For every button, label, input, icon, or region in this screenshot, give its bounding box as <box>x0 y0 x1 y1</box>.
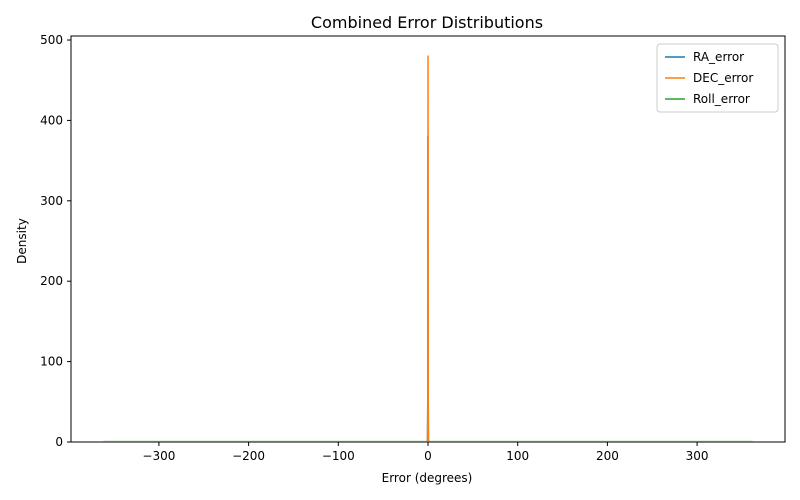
x-axis-label: Error (degrees) <box>382 471 473 485</box>
chart-title: Combined Error Distributions <box>311 13 543 32</box>
x-tick-label: 200 <box>596 449 619 463</box>
legend-box <box>656 43 779 113</box>
y-tick-label: 500 <box>40 33 63 47</box>
y-axis: 0 100 200 300 400 500 <box>40 33 71 449</box>
x-tick-label: −200 <box>232 449 265 463</box>
x-tick-label: 0 <box>424 449 432 463</box>
legend: RA_error DEC_error Roll_error <box>656 43 779 113</box>
legend-label-ra-error: RA_error <box>693 50 744 64</box>
legend-label-roll-error: Roll_error <box>693 92 750 106</box>
y-tick-label: 400 <box>40 113 63 127</box>
x-tick-label: 300 <box>686 449 709 463</box>
x-tick-label: 100 <box>506 449 529 463</box>
series-line-dec-error <box>426 55 430 442</box>
x-axis: −300 −200 −100 0 100 200 300 <box>142 442 709 463</box>
y-axis-label: Density <box>15 218 29 264</box>
series-group <box>103 55 753 442</box>
y-tick-label: 300 <box>40 194 63 208</box>
x-tick-label: −300 <box>142 449 175 463</box>
x-tick-label: −100 <box>322 449 355 463</box>
y-tick-label: 0 <box>55 435 63 449</box>
legend-label-dec-error: DEC_error <box>693 71 753 85</box>
y-tick-label: 100 <box>40 355 63 369</box>
y-tick-label: 200 <box>40 274 63 288</box>
